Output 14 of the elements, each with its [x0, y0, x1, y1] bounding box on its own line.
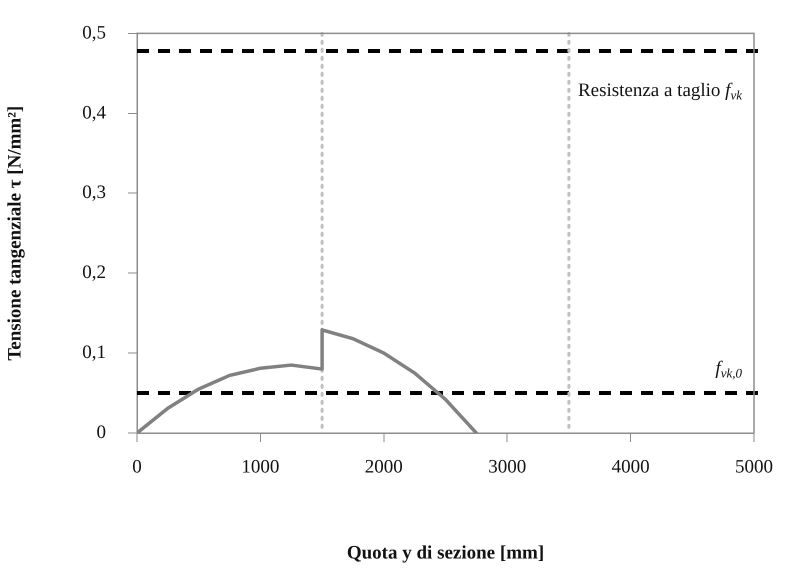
y-tick-label: 0,1: [82, 342, 106, 364]
x-tick-label: 1000: [241, 456, 280, 478]
x-tick-label: 5000: [735, 456, 773, 478]
x-tick-label: 2000: [364, 456, 403, 478]
x-tick-label: 3000: [488, 456, 526, 478]
x-tick-label: 0: [132, 456, 142, 478]
x-axis-title: Quota y di sezione [mm]: [346, 542, 544, 564]
y-axis-title: Tensione tangenziale τ [N/mm²]: [4, 106, 26, 361]
y-tick-label: 0,2: [82, 262, 106, 284]
x-tick-label: 4000: [612, 456, 650, 478]
y-tick-label: 0,5: [82, 22, 106, 44]
y-tick-label: 0,4: [82, 102, 106, 124]
y-tick-label: 0,3: [82, 182, 106, 204]
y-tick-label: 0: [96, 422, 106, 443]
